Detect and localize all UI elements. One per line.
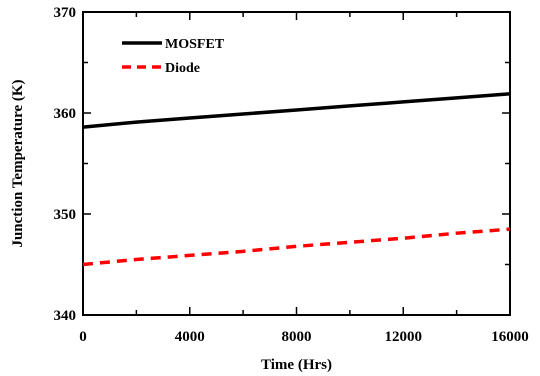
- legend-label-mosfet: MOSFET: [165, 37, 225, 52]
- series-line-mosfet: [82, 92, 511, 129]
- y-tick-label: 340: [54, 308, 77, 324]
- series-lines: [82, 92, 511, 267]
- x-tick-label: 12000: [385, 329, 423, 345]
- legend-label-diode: Diode: [165, 61, 200, 76]
- y-axis-label: Junction Temperature (K): [10, 79, 26, 247]
- y-tick-label: 360: [54, 106, 77, 122]
- plot-frame: [82, 11, 511, 316]
- y-tick-label: 350: [54, 207, 77, 223]
- x-tick-label: 0: [79, 329, 87, 345]
- tick-labels: 0 4000 8000 12000 16000 340 350 360 370: [54, 5, 529, 345]
- series-line-diode: [82, 227, 511, 267]
- legend: MOSFET Diode: [122, 37, 225, 76]
- x-tick-label: 8000: [282, 329, 312, 345]
- x-axis-label: Time (Hrs): [261, 357, 332, 373]
- axis-ticks: [82, 11, 511, 316]
- y-tick-label: 370: [54, 5, 77, 21]
- x-tick-label: 16000: [491, 329, 529, 345]
- x-tick-label: 4000: [175, 329, 205, 345]
